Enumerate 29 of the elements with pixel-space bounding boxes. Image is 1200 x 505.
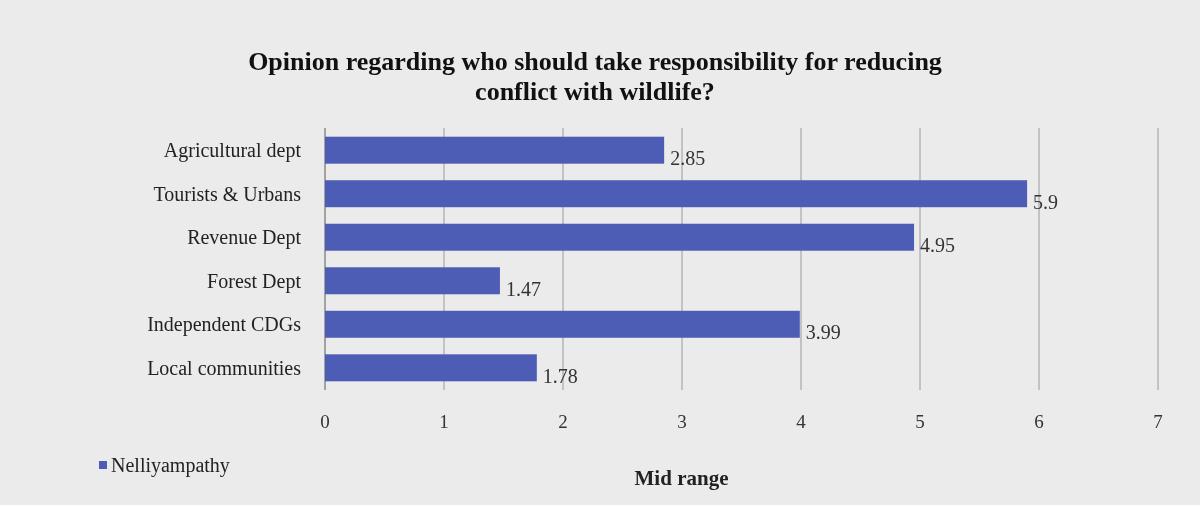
- data-label: 5.9: [1033, 190, 1059, 213]
- x-tick-label: 3: [677, 411, 687, 432]
- bar: [325, 180, 1028, 208]
- y-tick-label: Agricultural dept: [163, 139, 302, 163]
- y-tick-label: Tourists & Urbans: [153, 182, 302, 205]
- x-tick-label: 4: [796, 411, 807, 432]
- y-tick-label: Revenue Dept: [187, 226, 302, 250]
- y-tick-label: Forest Dept: [207, 269, 302, 293]
- x-tick-label: 5: [915, 411, 925, 432]
- y-tick-label: Independent CDGs: [147, 313, 302, 337]
- legend-label: Nelliyampathy: [111, 454, 230, 477]
- bar: [325, 354, 537, 382]
- bar: [325, 223, 915, 251]
- data-label: 1.47: [505, 277, 541, 300]
- data-label: 1.78: [542, 364, 578, 387]
- x-tick-label: 0: [320, 411, 330, 432]
- x-tick-label: 1: [439, 411, 449, 432]
- x-tick-label: 6: [1034, 411, 1044, 432]
- bar: [325, 310, 800, 338]
- bar: [325, 267, 500, 295]
- chart-title: Opinion regarding who should take responsibility for reducing conflict with wildlife?: [248, 47, 942, 106]
- x-tick-label: 2: [558, 411, 568, 432]
- x-tick-label: 7: [1153, 411, 1163, 432]
- data-label: 2.85: [670, 147, 706, 170]
- bar: [325, 136, 665, 164]
- y-tick-label: Local communities: [147, 356, 302, 379]
- data-label: 4.95: [920, 234, 956, 257]
- data-label: 3.99: [805, 321, 841, 344]
- x-axis-title: Mid range: [634, 466, 729, 490]
